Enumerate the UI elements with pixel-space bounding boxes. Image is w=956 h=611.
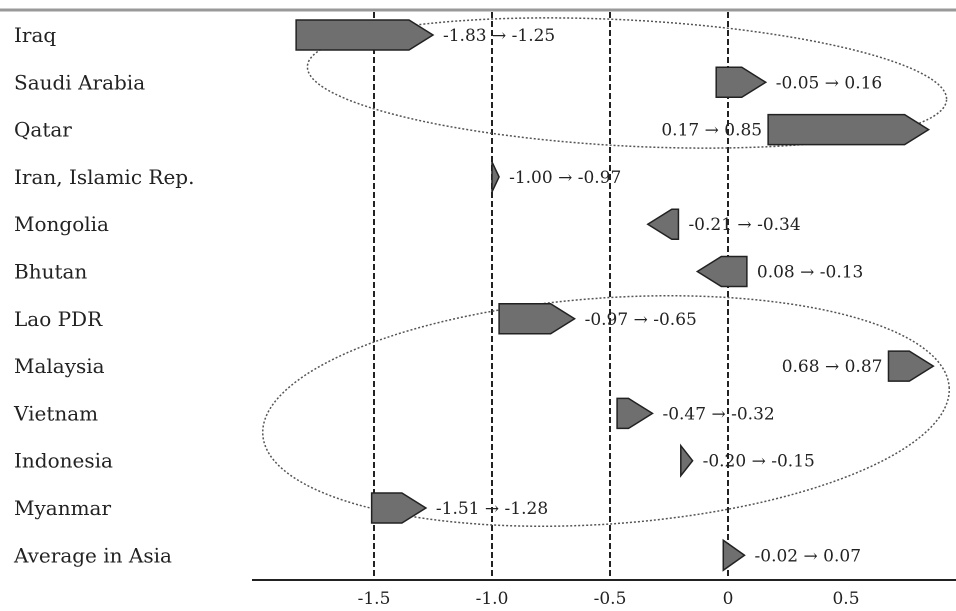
country-label: Qatar (14, 118, 72, 142)
x-tick-label: 0.5 (832, 589, 859, 609)
x-tick-label: -1.0 (476, 589, 509, 609)
country-label: Saudi Arabia (14, 70, 145, 94)
country-label: Iran, Islamic Rep. (14, 165, 194, 189)
x-tick-labels: -1.5 -1.0 -0.5 0 0.5 (358, 589, 860, 609)
value-label: -1.83 → -1.25 (443, 26, 555, 46)
change-arrow (715, 66, 768, 99)
country-label: Vietnam (13, 401, 98, 425)
value-label: -0.02 → 0.07 (755, 546, 862, 566)
change-arrow (491, 161, 500, 193)
country-label: Indonesia (14, 449, 113, 473)
change-arrow (680, 443, 694, 478)
country-label: Bhutan (14, 260, 87, 284)
country-label: Lao PDR (14, 307, 103, 331)
country-labels: Iraq Saudi Arabia Qatar Iran, Islamic Rep. M… (13, 23, 194, 567)
change-arrow (498, 303, 577, 335)
change-arrows (295, 19, 935, 572)
change-arrow (646, 208, 680, 240)
value-label: -0.47 → -0.32 (662, 404, 774, 424)
change-arrow (887, 350, 935, 382)
country-label: Iraq (14, 23, 56, 47)
value-label: -0.97 → -0.65 (585, 310, 697, 330)
x-tick-label: -0.5 (594, 589, 627, 609)
value-label: 0.68 → 0.87 (782, 357, 883, 377)
gridlines (373, 12, 729, 580)
x-tick-label: -1.5 (358, 589, 391, 609)
group-ellipses (261, 17, 951, 528)
x-tick-label: 0 (723, 589, 734, 609)
value-labels: -1.83 → -1.25 -0.05 → 0.16 0.17 → 0.85 -1.0… (436, 26, 883, 566)
value-label: -0.05 → 0.16 (776, 73, 883, 93)
value-label: -1.00 → -0.97 (509, 168, 621, 188)
change-arrow (295, 19, 435, 51)
value-label: 0.17 → 0.85 (661, 121, 762, 141)
change-arrow (370, 492, 428, 524)
country-label: Myanmar (14, 496, 111, 520)
group-ellipse (306, 17, 948, 149)
value-label: 0.08 → -0.13 (757, 263, 864, 283)
country-label: Mongolia (14, 212, 109, 236)
value-label: -0.20 → -0.15 (703, 452, 815, 472)
change-arrow (616, 397, 654, 430)
value-label: -0.21 → -0.34 (688, 215, 800, 235)
country-label: Average in Asia (13, 543, 172, 567)
country-label: Malaysia (14, 354, 105, 378)
group-ellipse (261, 294, 951, 528)
change-arrow (722, 538, 746, 572)
change-arrow (695, 255, 748, 288)
value-label: -1.51 → -1.28 (436, 499, 548, 519)
change-arrow (767, 113, 931, 146)
